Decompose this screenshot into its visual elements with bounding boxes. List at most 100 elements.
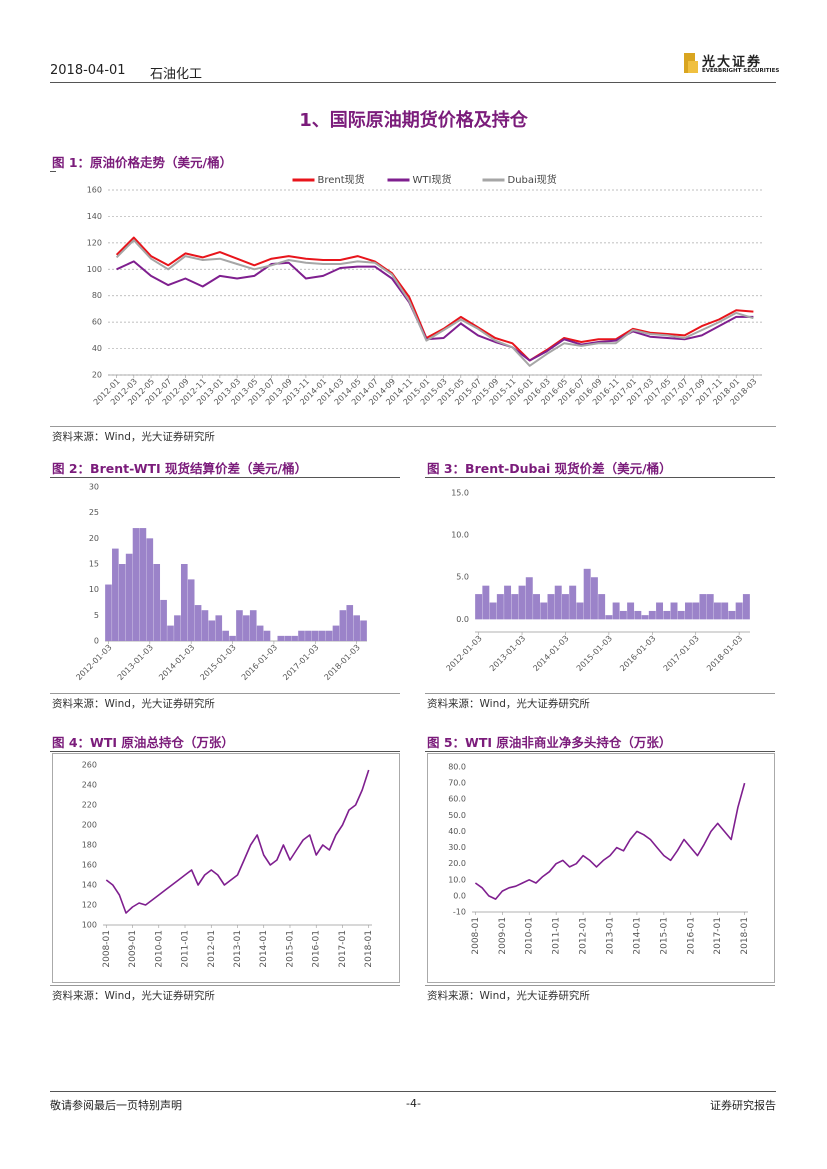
x-tick-label: 2016-01-03: [240, 643, 279, 682]
y-tick-label: 20: [92, 371, 102, 380]
x-tick-label: 2013-01-03: [488, 634, 527, 673]
x-tick-label: 2009-01: [128, 930, 138, 968]
y-tick-label: 50.0: [448, 811, 466, 820]
bar: [346, 605, 354, 641]
x-tick-label: 2012-01-03: [445, 634, 484, 673]
bar: [222, 630, 229, 641]
bar: [699, 594, 707, 620]
logo-subtext: EVERBRIGHT SECURITIES: [702, 68, 780, 74]
y-tick-label: 160: [82, 861, 97, 870]
caption-rule: [50, 171, 56, 172]
bar: [118, 564, 126, 641]
figure-source: 资料来源：Wind，光大证券研究所: [52, 990, 215, 1002]
bar: [112, 548, 119, 641]
x-tick-label: 2017-01-03: [662, 634, 701, 673]
bar: [735, 602, 743, 620]
x-tick-label: 2018-01: [364, 930, 374, 968]
y-tick-label: 200: [82, 821, 97, 830]
figure-caption: 图 4：WTI 原油总持仓（万张）: [52, 735, 234, 750]
x-tick-label: 2015-01: [659, 917, 669, 955]
legend-label: Dubai现货: [508, 173, 557, 186]
bar: [721, 602, 729, 620]
x-tick-label: 2017-01: [713, 917, 723, 955]
y-tick-label: 30: [89, 483, 99, 492]
y-tick-label: 220: [82, 801, 97, 810]
bar: [641, 615, 649, 620]
source-rule: [425, 693, 775, 694]
bar: [105, 584, 112, 641]
x-tick-label: 2012-01: [207, 930, 217, 968]
chart: 100 120 140 160 180 200 220 240 260 2008-01 2009-0…: [52, 753, 400, 983]
y-tick-label: 60.0: [448, 795, 466, 804]
bar: [132, 528, 140, 641]
source-rule: [50, 693, 400, 694]
y-tick-label: 10.0: [451, 531, 469, 540]
x-tick-label: 2016-01-03: [618, 634, 657, 673]
bar: [713, 602, 721, 620]
bar: [742, 594, 750, 620]
bar: [583, 568, 591, 620]
caption-rule: [425, 751, 775, 752]
bar: [670, 602, 678, 620]
x-tick-label: 2011-01: [552, 917, 562, 955]
chart: -10 0.0 10.0 20.0 30.0 40.0 50.0 60.0 70.0 80.0 20…: [427, 753, 775, 983]
legend-label: Brent现货: [318, 173, 365, 186]
x-tick-label: 2015-01: [285, 930, 295, 968]
x-tick-label: 2014-01: [632, 917, 642, 955]
y-tick-label: 240: [82, 781, 97, 790]
bar: [256, 625, 264, 641]
y-tick-label: 70.0: [448, 779, 466, 788]
bar: [125, 553, 133, 641]
y-tick-label: 140: [82, 881, 97, 890]
y-tick-label: 5: [94, 611, 99, 620]
bar: [277, 635, 285, 641]
bar: [243, 615, 250, 641]
bar: [511, 594, 519, 620]
x-tick-label: 2012-01-03: [74, 643, 113, 682]
y-tick-label: 80: [92, 291, 102, 300]
footer-page: -4-: [406, 1097, 421, 1110]
y-tick-label: -10: [453, 908, 466, 917]
y-tick-label: 260: [82, 761, 97, 770]
y-tick-label: 20.0: [448, 859, 466, 868]
bar: [201, 610, 209, 641]
series-line: [474, 782, 746, 900]
source-rule: [425, 985, 775, 986]
bar: [353, 615, 360, 641]
x-tick-label: 2010-01: [525, 917, 535, 955]
bar: [489, 602, 497, 620]
x-tick-label: 2015-01-03: [575, 634, 614, 673]
y-tick-label: 160: [87, 186, 102, 195]
x-tick-label: 2008-01: [102, 930, 112, 968]
series-line: [116, 260, 754, 362]
x-tick-label: 2010-01: [154, 930, 164, 968]
bar: [187, 579, 195, 641]
bar: [648, 610, 656, 620]
legend-label: WTI现货: [413, 173, 452, 186]
chart-frame: [52, 753, 400, 983]
x-tick-label: 2011-01: [181, 930, 191, 968]
series-line: [115, 239, 754, 367]
source-rule: [50, 426, 776, 427]
x-tick-label: 2013-01: [606, 917, 616, 955]
bar: [298, 630, 305, 641]
x-tick-label: 2009-01: [498, 917, 508, 955]
figure-caption: 图 2：Brent-WTI 现货结算价差（美元/桶）: [52, 461, 308, 476]
y-tick-label: 20: [89, 534, 99, 543]
bar: [360, 620, 367, 641]
x-tick-label: 2013-01-03: [116, 643, 155, 682]
bar: [692, 602, 700, 620]
y-tick-label: 120: [87, 238, 102, 247]
bar: [249, 610, 257, 641]
x-tick-label: 2018-01-03: [705, 634, 744, 673]
x-tick-label: 2015-01-03: [198, 643, 237, 682]
bar: [685, 602, 692, 620]
bar: [215, 615, 223, 641]
y-tick-label: 80.0: [448, 763, 466, 772]
y-tick-label: 0.0: [453, 891, 466, 900]
bar: [533, 594, 540, 620]
bar: [194, 605, 202, 641]
caption-rule: [425, 477, 775, 478]
y-tick-label: 60: [92, 318, 102, 327]
